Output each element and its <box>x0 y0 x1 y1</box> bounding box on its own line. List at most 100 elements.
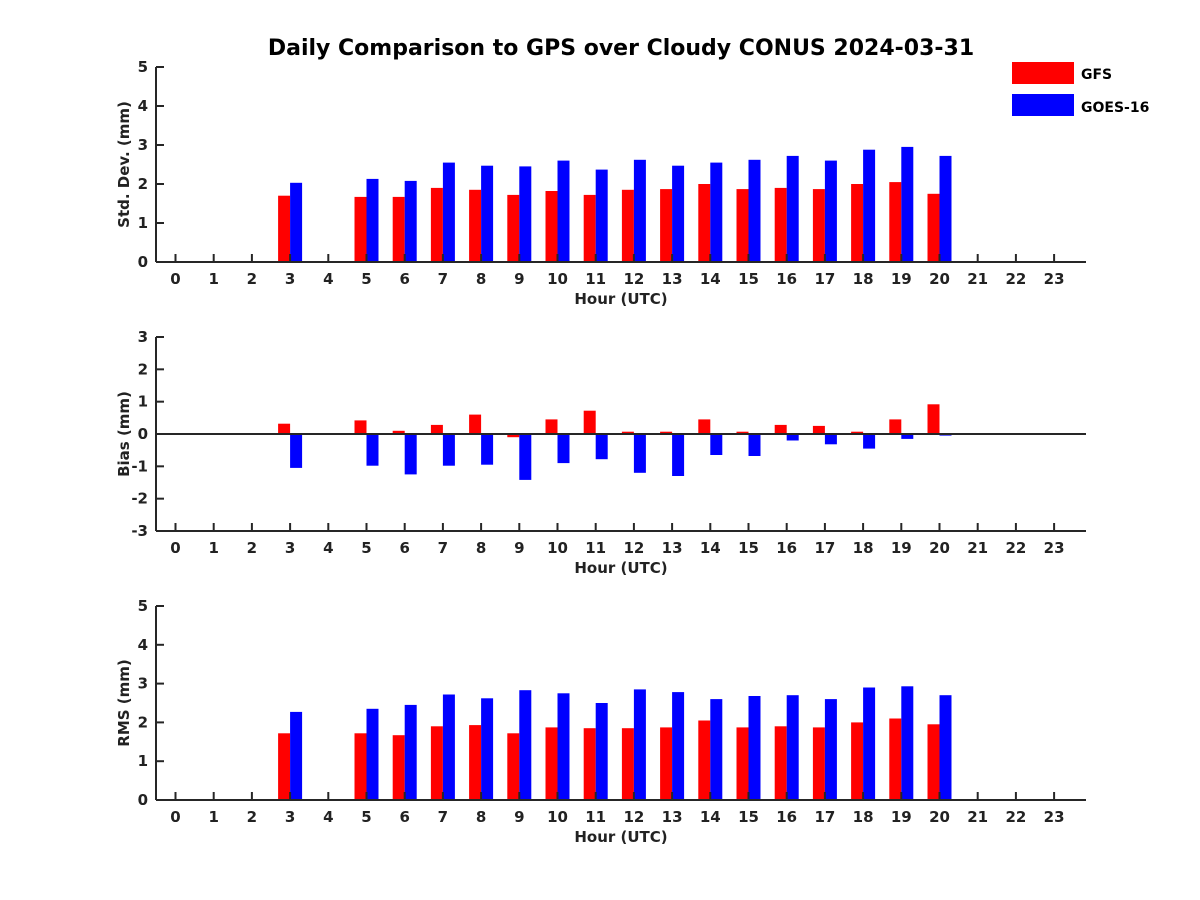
bar-gfs-9 <box>507 434 520 438</box>
bar-goes16-17 <box>824 434 837 445</box>
bar-goes16-11 <box>595 703 608 800</box>
bar-gfs-19 <box>889 718 902 800</box>
bar-gfs-8 <box>469 414 482 434</box>
bar-gfs-5 <box>354 733 367 800</box>
x-tick-label: 15 <box>738 270 759 288</box>
y-tick-label: 0 <box>138 425 148 443</box>
x-tick-label: 23 <box>1044 539 1065 557</box>
bar-goes16-16 <box>786 434 799 441</box>
x-tick-label: 21 <box>967 270 988 288</box>
x-tick-label: 5 <box>361 808 371 826</box>
x-tick-label: 6 <box>399 539 409 557</box>
chart-title: Daily Comparison to GPS over Cloudy CONU… <box>268 36 974 61</box>
x-tick-label: 0 <box>170 270 180 288</box>
bar-goes16-15 <box>748 696 761 800</box>
x-tick-label: 2 <box>247 270 257 288</box>
y-tick-label: 4 <box>138 636 148 654</box>
x-tick-label: 10 <box>547 808 568 826</box>
bar-gfs-15 <box>736 431 749 434</box>
y-tick-label: -3 <box>131 522 148 540</box>
bar-gfs-10 <box>545 727 558 800</box>
x-tick-label: 22 <box>1005 539 1026 557</box>
x-tick-label: 15 <box>738 539 759 557</box>
bar-gfs-13 <box>660 727 673 800</box>
x-tick-label: 12 <box>623 270 644 288</box>
bar-goes16-10 <box>557 434 570 464</box>
bar-goes16-18 <box>863 434 876 449</box>
x-tick-label: 0 <box>170 808 180 826</box>
bar-goes16-18 <box>863 687 876 800</box>
bar-goes16-19 <box>901 686 914 800</box>
y-tick-label: -1 <box>131 457 148 475</box>
bar-gfs-17 <box>812 425 825 434</box>
bar-goes16-8 <box>481 434 494 465</box>
legend-swatch-goes16 <box>1012 94 1074 116</box>
bar-gfs-7 <box>430 424 443 434</box>
x-tick-label: 17 <box>814 808 835 826</box>
x-tick-label: 17 <box>814 539 835 557</box>
x-tick-label: 23 <box>1044 808 1065 826</box>
bar-gfs-5 <box>354 196 367 262</box>
x-tick-label: 22 <box>1005 270 1026 288</box>
bar-gfs-6 <box>392 196 405 262</box>
x-tick-label: 10 <box>547 539 568 557</box>
bar-gfs-10 <box>545 191 558 262</box>
x-tick-label: 1 <box>208 270 218 288</box>
bar-goes16-3 <box>290 711 303 800</box>
x-tick-label: 2 <box>247 808 257 826</box>
legend-label-gfs: GFS <box>1081 67 1112 83</box>
x-tick-label: 7 <box>438 270 448 288</box>
bar-goes16-14 <box>710 434 723 455</box>
x-axis-label: Hour (UTC) <box>574 828 667 846</box>
bar-goes16-9 <box>519 434 532 480</box>
bar-goes16-14 <box>710 699 723 800</box>
bar-gfs-11 <box>583 410 596 434</box>
x-tick-label: 23 <box>1044 270 1065 288</box>
x-tick-label: 5 <box>361 539 371 557</box>
x-tick-label: 11 <box>585 539 606 557</box>
x-tick-label: 17 <box>814 270 835 288</box>
bar-goes16-5 <box>366 708 379 800</box>
bar-goes16-15 <box>748 159 761 262</box>
bar-gfs-18 <box>851 431 864 434</box>
y-tick-label: -2 <box>131 490 148 508</box>
bar-goes16-17 <box>824 699 837 800</box>
x-tick-label: 10 <box>547 270 568 288</box>
bar-goes16-13 <box>672 434 685 476</box>
x-tick-label: 1 <box>208 539 218 557</box>
bar-goes16-12 <box>633 159 646 262</box>
bar-goes16-11 <box>595 434 608 460</box>
bar-goes16-13 <box>672 692 685 800</box>
x-tick-label: 3 <box>285 808 295 826</box>
bar-gfs-5 <box>354 420 367 434</box>
y-tick-label: 0 <box>138 253 148 271</box>
bar-goes16-12 <box>633 689 646 800</box>
bar-gfs-10 <box>545 419 558 434</box>
x-tick-label: 9 <box>514 808 524 826</box>
bar-goes16-7 <box>442 694 455 800</box>
bar-gfs-7 <box>430 726 443 800</box>
x-tick-label: 22 <box>1005 808 1026 826</box>
x-tick-label: 19 <box>891 270 912 288</box>
x-tick-label: 8 <box>476 539 486 557</box>
bar-gfs-14 <box>698 184 711 262</box>
bar-goes16-6 <box>404 180 417 262</box>
y-axis-label: Std. Dev. (mm) <box>115 101 133 228</box>
bar-goes16-9 <box>519 690 532 800</box>
bar-gfs-18 <box>851 722 864 800</box>
x-tick-label: 8 <box>476 270 486 288</box>
bar-goes16-14 <box>710 162 723 262</box>
bar-goes16-7 <box>442 162 455 262</box>
x-tick-label: 14 <box>700 539 721 557</box>
bar-gfs-12 <box>621 189 634 262</box>
bar-goes16-10 <box>557 693 570 800</box>
bar-goes16-20 <box>939 155 952 262</box>
bar-goes16-19 <box>901 434 914 439</box>
x-tick-label: 4 <box>323 539 333 557</box>
x-tick-label: 13 <box>662 808 683 826</box>
x-tick-label: 13 <box>662 539 683 557</box>
bar-gfs-20 <box>927 404 940 434</box>
bar-gfs-12 <box>621 431 634 434</box>
bar-gfs-3 <box>278 195 291 262</box>
